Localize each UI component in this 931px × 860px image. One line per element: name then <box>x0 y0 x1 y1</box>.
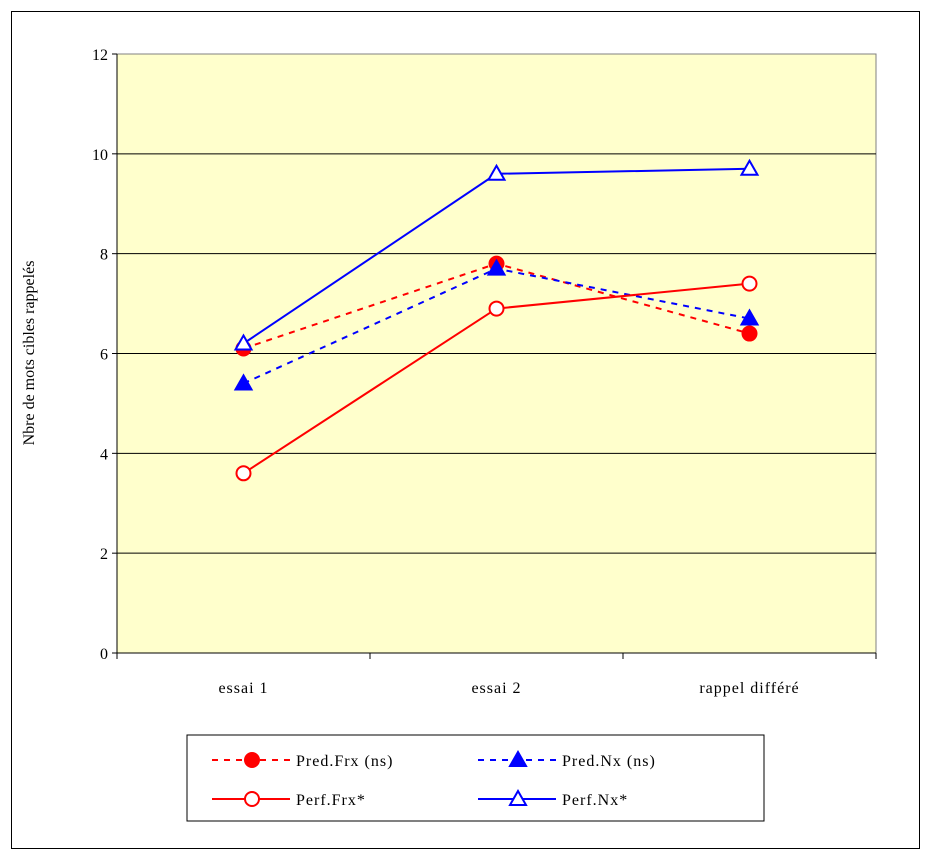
legend-label: Perf.Frx* <box>296 792 366 809</box>
data-point <box>739 158 760 176</box>
legend-marker <box>508 788 528 806</box>
data-point <box>741 275 758 292</box>
data-point <box>741 325 758 342</box>
data-point <box>486 163 507 181</box>
data-point <box>488 300 505 317</box>
data-point <box>233 333 254 351</box>
legend-item: Perf.Nx* <box>478 788 628 809</box>
legend-label: Pred.Frx (ns) <box>296 753 393 770</box>
x-tick-label: rappel différé <box>699 680 799 697</box>
axes: 0 2 4 6 8 10 12 essai 1 essai 2 rappel différé <box>92 47 877 697</box>
legend-marker <box>244 752 260 768</box>
legend-label: Perf.Nx* <box>562 792 628 809</box>
legend-box <box>186 734 765 822</box>
series-2 <box>233 258 760 391</box>
y-tick-label: 10 <box>92 147 108 164</box>
series-4 <box>233 158 760 351</box>
y-axis-title: Nbre de mots cibles rappelés <box>21 261 38 446</box>
y-tick-label: 12 <box>92 47 108 64</box>
legend-marker <box>244 791 260 807</box>
legend-item: Pred.Nx (ns) <box>478 749 656 770</box>
series-layer <box>233 158 760 482</box>
legend-marker <box>508 749 528 767</box>
data-point <box>486 258 507 276</box>
data-point <box>235 465 252 482</box>
legend: Pred.Frx (ns) Pred.Nx (ns) Perf.Frx* Perf.N… <box>186 734 765 822</box>
y-tick-label: 2 <box>100 546 108 563</box>
legend-label: Pred.Nx (ns) <box>562 753 656 770</box>
y-tick-label: 6 <box>100 347 108 364</box>
data-point <box>233 373 254 391</box>
data-point <box>739 308 760 326</box>
legend-item: Perf.Frx* <box>212 791 366 809</box>
x-tick-label: essai 2 <box>471 680 521 697</box>
legend-item: Pred.Frx (ns) <box>212 752 393 770</box>
y-tick-label: 8 <box>100 247 108 264</box>
line-chart: 0 2 4 6 8 10 12 essai 1 essai 2 rappel différé Nb… <box>21 47 877 822</box>
series-3 <box>235 275 758 482</box>
x-tick-label: essai 1 <box>218 680 268 697</box>
chart-frame: 0 2 4 6 8 10 12 essai 1 essai 2 rappel différé Nb… <box>11 11 920 849</box>
y-tick-label: 4 <box>100 446 108 463</box>
y-tick-label: 0 <box>100 646 108 663</box>
